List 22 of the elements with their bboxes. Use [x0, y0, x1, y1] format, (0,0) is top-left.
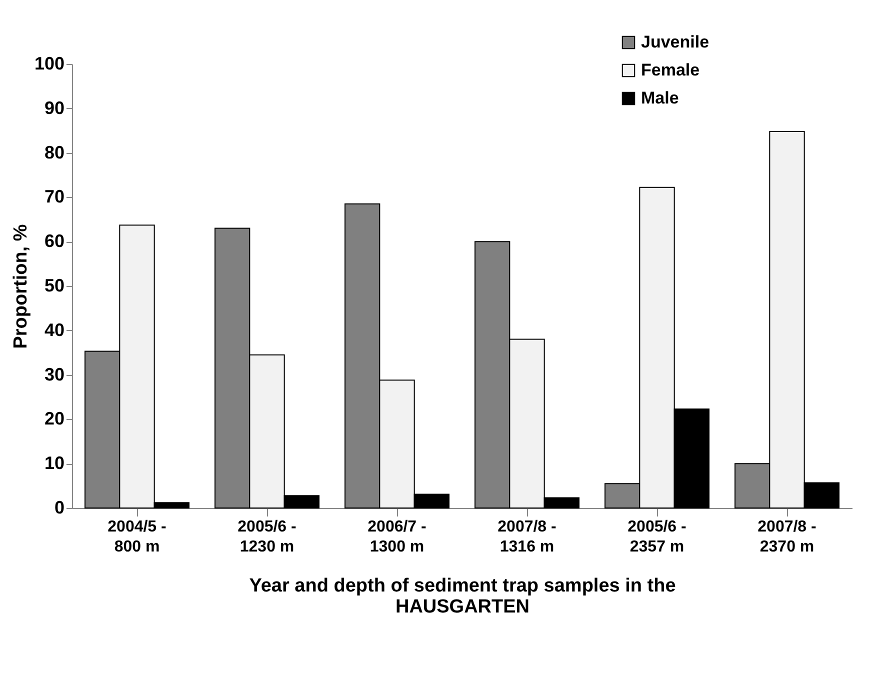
- legend-label: Male: [641, 88, 679, 108]
- y-tick-label: 10: [44, 453, 64, 474]
- y-tick-label: 90: [44, 98, 64, 118]
- y-tick-label: 30: [44, 364, 64, 384]
- x-tick-label: 2005/6 - 1230 m: [238, 518, 296, 556]
- y-tick-label: 60: [44, 231, 64, 252]
- y-tick-label: 50: [44, 276, 64, 296]
- y-tick-label: 100: [34, 54, 64, 74]
- legend-label: Juvenile: [641, 32, 710, 52]
- x-tick-label: 2007/8 - 2370 m: [758, 518, 816, 556]
- y-axis-title: Proportion, %: [10, 224, 32, 349]
- legend-label: Female: [641, 60, 700, 80]
- x-tick-label: 2007/8 - 1316 m: [498, 518, 556, 556]
- x-tick-label: 2004/5 - 800 m: [108, 518, 166, 556]
- y-tick-label: 70: [44, 186, 64, 207]
- y-tick-label: 20: [44, 408, 64, 429]
- y-tick-label: 80: [44, 142, 64, 162]
- x-tick-label: 2006/7 - 1300 m: [368, 518, 426, 556]
- x-tick-label: 2005/6 - 2357 m: [628, 518, 686, 556]
- x-axis-title: Year and depth of sediment trap samples in the HAUSGARTEN: [249, 576, 676, 618]
- y-tick-label: 40: [44, 320, 64, 340]
- y-tick-label: 0: [54, 498, 64, 518]
